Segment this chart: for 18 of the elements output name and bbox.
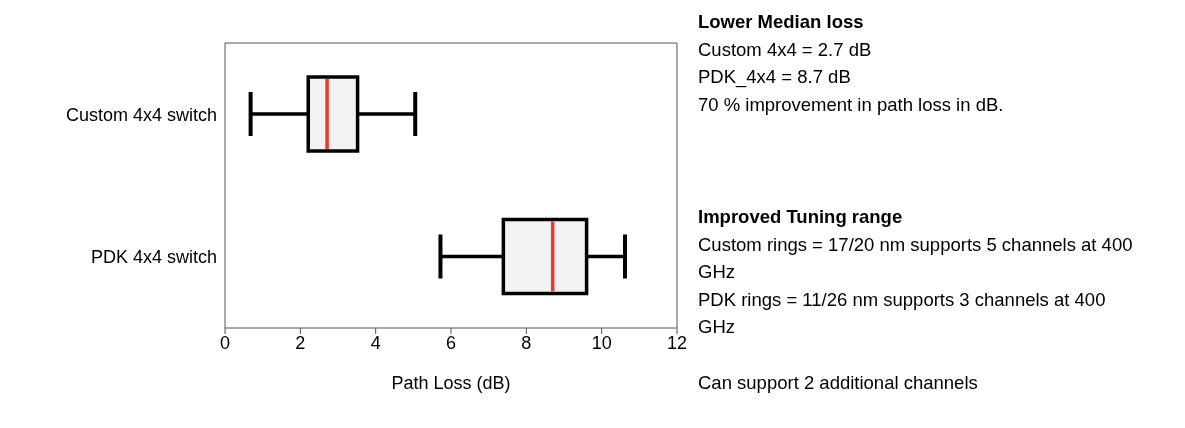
x-tick-label: 8 — [521, 332, 532, 353]
text: Lower Median loss — [698, 10, 865, 34]
text: Improved Tuning range — [698, 205, 904, 229]
x-tick-label: 12 — [666, 332, 688, 353]
x-tick-label: 4 — [370, 332, 381, 353]
text: 70 % improvement in path loss in dB. — [698, 92, 1005, 117]
text: PDK_4x4 = 8.7 dB — [698, 65, 852, 90]
y-tick-label: Custom 4x4 switch — [65, 104, 217, 125]
text: Custom rings = 17/20 nm supports 5 channels at 400 GHz — [698, 232, 1134, 284]
y-tick-label: PDK 4x4 switch — [90, 247, 217, 268]
x-tick-label: 0 — [219, 332, 231, 353]
text: Custom 4x4 = 2.7 dB — [698, 37, 873, 62]
text: Can support 2 additional channels — [698, 370, 979, 395]
x-tick-label: 10 — [591, 332, 612, 353]
text: PDK rings = 11/26 nm supports 3 channels at 400 GHz — [698, 287, 1107, 339]
x-axis-title: Path Loss (dB) — [391, 373, 511, 393]
x-tick-label: 6 — [445, 332, 457, 353]
x-tick-label: 2 — [295, 332, 306, 353]
